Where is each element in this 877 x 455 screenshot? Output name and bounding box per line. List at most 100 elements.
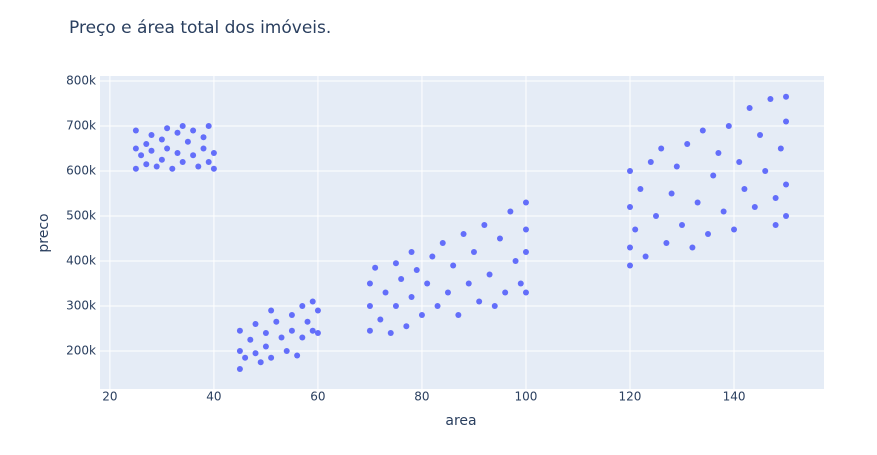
point	[288, 312, 295, 319]
point	[522, 248, 529, 255]
point	[424, 280, 431, 287]
point	[658, 145, 665, 152]
point	[408, 293, 415, 300]
x-tick-label: 20	[102, 390, 117, 404]
point	[642, 253, 649, 260]
point	[429, 253, 436, 260]
point	[481, 221, 488, 228]
point	[444, 289, 451, 296]
x-tick-label: 100	[515, 390, 538, 404]
point	[455, 312, 462, 319]
point	[158, 136, 165, 143]
point	[299, 303, 306, 310]
point	[772, 221, 779, 228]
point	[403, 323, 410, 330]
point	[731, 226, 738, 233]
point	[699, 127, 706, 134]
x-tick-label: 80	[414, 390, 429, 404]
point	[299, 334, 306, 341]
point	[288, 327, 295, 334]
point	[236, 366, 243, 373]
point	[746, 104, 753, 111]
point	[392, 260, 399, 267]
y-tick-label: 200k	[66, 344, 96, 358]
point	[626, 167, 633, 174]
point	[783, 212, 790, 219]
point	[366, 327, 373, 334]
point	[434, 303, 441, 310]
x-tick-label: 60	[310, 390, 325, 404]
point	[158, 156, 165, 163]
point	[205, 158, 212, 165]
point	[767, 95, 774, 102]
point	[522, 226, 529, 233]
point	[200, 134, 207, 141]
point	[783, 181, 790, 188]
point	[372, 264, 379, 271]
point	[460, 230, 467, 237]
point	[502, 289, 509, 296]
point	[689, 244, 696, 251]
point	[143, 161, 150, 168]
point	[252, 350, 259, 357]
point	[377, 316, 384, 323]
point	[668, 190, 675, 197]
point	[465, 280, 472, 287]
x-tick-label: 40	[206, 390, 221, 404]
point	[408, 248, 415, 255]
point	[757, 131, 764, 138]
x-tick-label: 120	[619, 390, 642, 404]
point	[242, 354, 249, 361]
point	[179, 158, 186, 165]
point	[210, 165, 217, 172]
point	[148, 131, 155, 138]
point	[720, 208, 727, 215]
point	[164, 125, 171, 132]
point	[673, 163, 680, 170]
y-tick-label: 700k	[66, 118, 96, 132]
point	[387, 330, 394, 337]
point	[476, 298, 483, 305]
point	[626, 262, 633, 269]
point	[200, 145, 207, 152]
point	[236, 348, 243, 355]
point	[684, 140, 691, 147]
point	[366, 280, 373, 287]
y-tick-label: 600k	[66, 163, 96, 177]
point	[148, 147, 155, 154]
point	[710, 172, 717, 179]
point	[486, 271, 493, 278]
point	[751, 203, 758, 210]
point	[247, 336, 254, 343]
point	[772, 194, 779, 201]
point	[184, 138, 191, 145]
point	[252, 321, 259, 328]
point	[268, 307, 275, 314]
x-tick-label: 140	[723, 390, 746, 404]
point	[491, 303, 498, 310]
point	[439, 239, 446, 246]
point	[741, 185, 748, 192]
point	[143, 140, 150, 147]
point	[517, 280, 524, 287]
point	[278, 334, 285, 341]
point	[413, 266, 420, 273]
y-tick-label: 300k	[66, 299, 96, 313]
point	[626, 244, 633, 251]
point	[366, 303, 373, 310]
point	[647, 158, 654, 165]
point	[777, 145, 784, 152]
point	[522, 289, 529, 296]
y-tick-label: 800k	[66, 73, 96, 87]
point	[736, 158, 743, 165]
point	[663, 239, 670, 246]
point	[174, 149, 181, 156]
point	[725, 122, 732, 129]
point	[236, 327, 243, 334]
point	[190, 127, 197, 134]
point	[262, 330, 269, 337]
point	[715, 149, 722, 156]
point	[450, 262, 457, 269]
point	[470, 248, 477, 255]
point	[132, 127, 139, 134]
